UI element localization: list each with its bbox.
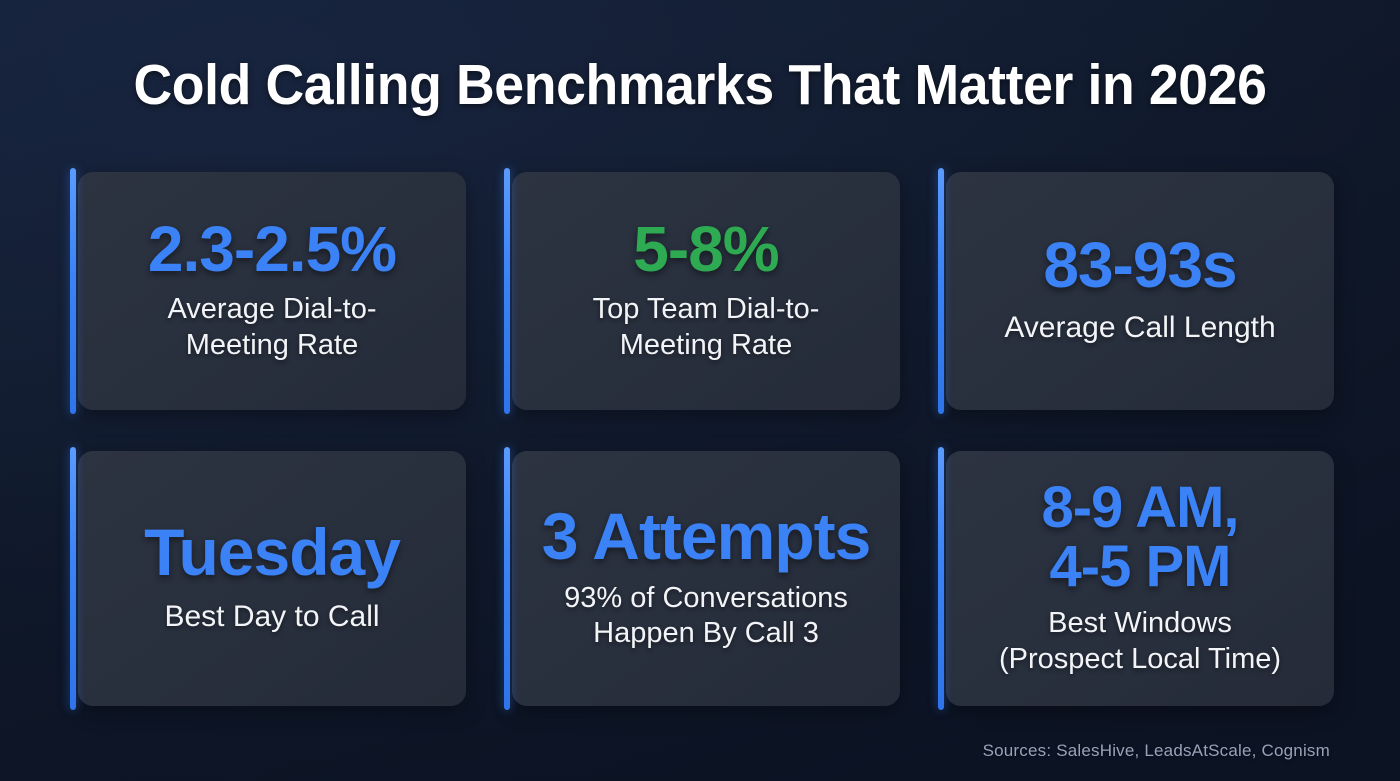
stat-label-line: 93% of Conversations bbox=[564, 581, 848, 614]
card-accent-bar bbox=[938, 168, 944, 414]
card-accent-bar bbox=[70, 168, 76, 414]
sources-attribution: Sources: SalesHive, LeadsAtScale, Cognis… bbox=[982, 741, 1330, 760]
card-accent-bar bbox=[938, 447, 944, 710]
stat-label-line: Average Dial-to- bbox=[167, 292, 377, 325]
stat-card-best-day-to-call: Tuesday Best Day to Call bbox=[70, 447, 466, 710]
stat-value: 8-9 AM, 4-5 PM bbox=[1041, 474, 1239, 599]
stat-value: 5-8% bbox=[633, 212, 779, 285]
stat-card-best-call-windows: 8-9 AM, 4-5 PM Best Windows (Prospect Lo… bbox=[938, 447, 1334, 710]
stat-label: Top Team Dial-to- Meeting Rate bbox=[593, 292, 820, 363]
stat-card-attempts-to-conversation: 3 Attempts 93% of Conversations Happen B… bbox=[504, 447, 900, 710]
stat-label-line: Happen By Call 3 bbox=[593, 617, 819, 650]
stat-label-line: Meeting Rate bbox=[185, 328, 359, 361]
card-accent-bar bbox=[504, 447, 510, 710]
stat-card-top-team-dial-to-meeting-rate: 5-8% Top Team Dial-to- Meeting Rate bbox=[504, 168, 900, 414]
stat-value: 83-93s bbox=[1043, 228, 1237, 301]
stat-label-line: Meeting Rate bbox=[619, 328, 793, 361]
stat-card-avg-dial-to-meeting-rate: 2.3-2.5% Average Dial-to- Meeting Rate bbox=[70, 168, 466, 414]
stat-label: 93% of Conversations Happen By Call 3 bbox=[564, 581, 848, 652]
stat-label: Best Windows (Prospect Local Time) bbox=[999, 606, 1281, 677]
card-accent-bar bbox=[70, 447, 76, 710]
stat-value: Tuesday bbox=[144, 515, 401, 590]
stat-label-line: Top Team Dial-to- bbox=[592, 292, 820, 325]
stat-value-line: 8-9 AM, bbox=[1041, 474, 1239, 540]
stat-label: Average Call Length bbox=[1004, 310, 1275, 347]
stat-label: Best Day to Call bbox=[164, 599, 379, 636]
card-accent-bar bbox=[504, 168, 510, 414]
page-title: Cold Calling Benchmarks That Matter in 2… bbox=[133, 53, 1267, 117]
stat-value: 2.3-2.5% bbox=[147, 212, 397, 285]
stat-label: Average Dial-to- Meeting Rate bbox=[167, 292, 376, 363]
stat-label-line: Best Windows bbox=[1048, 607, 1232, 639]
stat-label-line: Average Call Length bbox=[1004, 311, 1276, 345]
stat-card-average-call-length: 83-93s Average Call Length bbox=[938, 168, 1334, 414]
stat-value: 3 Attempts bbox=[541, 499, 872, 574]
stats-card-grid: 2.3-2.5% Average Dial-to- Meeting Rate 5… bbox=[70, 168, 1334, 710]
stat-value-line: 4-5 PM bbox=[1049, 533, 1232, 599]
stat-label-line: (Prospect Local Time) bbox=[998, 642, 1282, 675]
stat-label-line: Best Day to Call bbox=[164, 599, 380, 633]
